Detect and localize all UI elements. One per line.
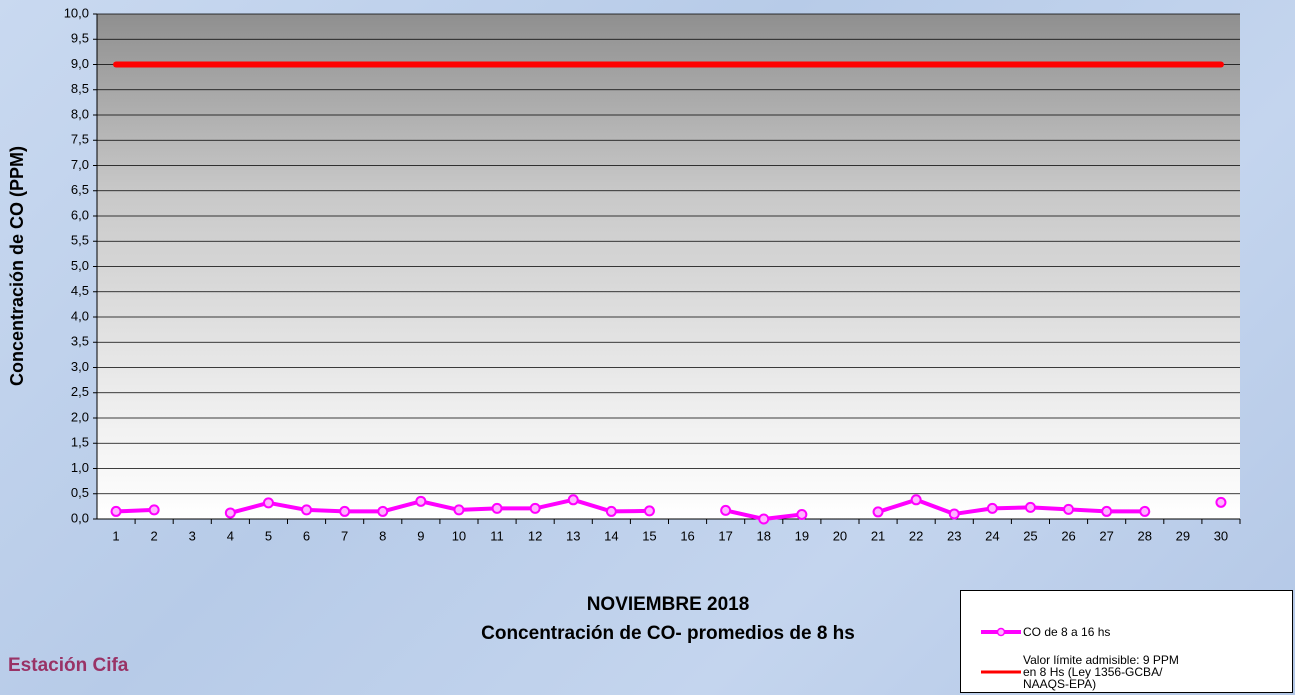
x-tick-label: 21 [871, 528, 885, 543]
y-axis-label: Concentración de CO (PPM) [7, 146, 27, 386]
x-tick-label: 28 [1138, 528, 1152, 543]
x-tick-label: 29 [1176, 528, 1190, 543]
data-point [567, 494, 579, 506]
x-tick-label: 11 [490, 528, 504, 543]
y-tick-label: 7,0 [71, 157, 89, 172]
y-tick-label: 9,5 [71, 31, 89, 46]
data-point [643, 505, 655, 517]
chart-subtitle: Concentración de CO- promedios de 8 hs [481, 623, 855, 644]
data-point [796, 508, 808, 520]
data-point [1139, 505, 1151, 517]
x-tick-label: 19 [795, 528, 809, 543]
data-point [1215, 496, 1227, 508]
data-point [986, 502, 998, 514]
y-tick-label: 3,0 [71, 359, 89, 374]
y-tick-label: 1,0 [71, 460, 89, 475]
x-tick-label: 17 [718, 528, 732, 543]
data-point [148, 504, 160, 516]
data-point [415, 495, 427, 507]
y-tick-label: 6,5 [71, 182, 89, 197]
data-point [872, 506, 884, 518]
legend-item: CO de 8 a 16 hs [961, 625, 1263, 639]
y-tick-label: 0,0 [71, 510, 89, 525]
x-tick-label: 4 [227, 528, 234, 543]
legend-swatch [981, 627, 1021, 637]
x-tick-label: 9 [417, 528, 424, 543]
x-tick-label: 20 [833, 528, 847, 543]
data-point [948, 508, 960, 520]
x-tick-label: 2 [151, 528, 158, 543]
legend: CO de 8 a 16 hs Valor límite admisible: 9… [960, 590, 1293, 693]
x-tick-label: 12 [528, 528, 542, 543]
x-tick-label: 13 [566, 528, 580, 543]
x-tick-label: 6 [303, 528, 310, 543]
x-tick-label: 22 [909, 528, 923, 543]
x-tick-label: 25 [1023, 528, 1037, 543]
y-tick-label: 4,5 [71, 283, 89, 298]
y-tick-label: 1,5 [71, 435, 89, 450]
x-tick-label: 7 [341, 528, 348, 543]
data-point [720, 504, 732, 516]
x-tick-label: 23 [947, 528, 961, 543]
x-tick-label: 24 [985, 528, 999, 543]
y-tick-label: 6,0 [71, 207, 89, 222]
data-point [377, 505, 389, 517]
legend-label: CO de 8 a 16 hs [1023, 625, 1111, 639]
y-tick-label: 10,0 [64, 5, 89, 20]
x-tick-label: 1 [112, 528, 119, 543]
data-point [1024, 501, 1036, 513]
x-tick-label: 26 [1061, 528, 1075, 543]
data-point [1063, 503, 1075, 515]
data-point [110, 505, 122, 517]
y-tick-label: 0,5 [71, 485, 89, 500]
y-tick-label: 2,0 [71, 409, 89, 424]
legend-label: Valor límite admisible: 9 PPM en 8 Hs (L… [1023, 653, 1179, 691]
data-point [605, 505, 617, 517]
y-tick-label: 3,5 [71, 334, 89, 349]
data-point [1101, 505, 1113, 517]
legend-item: Valor límite admisible: 9 PPM en 8 Hs (L… [961, 654, 1183, 690]
data-point [224, 507, 236, 519]
y-tick-label: 9,0 [71, 56, 89, 71]
x-tick-label: 10 [452, 528, 466, 543]
data-point [339, 505, 351, 517]
x-tick-label: 5 [265, 528, 272, 543]
y-tick-label: 8,5 [71, 81, 89, 96]
y-tick-label: 4,0 [71, 308, 89, 323]
x-tick-label: 8 [379, 528, 386, 543]
data-point [758, 513, 770, 525]
y-tick-label: 5,0 [71, 258, 89, 273]
x-tick-label: 16 [680, 528, 694, 543]
y-tick-label: 8,0 [71, 106, 89, 121]
x-tick-label: 18 [757, 528, 771, 543]
data-point [491, 502, 503, 514]
legend-marker [996, 627, 1006, 637]
y-tick-label: 5,5 [71, 233, 89, 248]
y-tick-label: 7,5 [71, 132, 89, 147]
x-tick-label: 15 [642, 528, 656, 543]
data-point [262, 497, 274, 509]
chart-title: NOVIEMBRE 2018 [587, 594, 750, 615]
data-point [529, 502, 541, 514]
y-tick-label: 2,5 [71, 384, 89, 399]
x-tick-label: 3 [189, 528, 196, 543]
data-point [910, 494, 922, 506]
x-tick-label: 30 [1214, 528, 1228, 543]
x-tick-label: 14 [604, 528, 618, 543]
x-tick-label: 27 [1099, 528, 1113, 543]
data-point [453, 504, 465, 516]
data-point [301, 504, 313, 516]
legend-swatch [981, 670, 1021, 674]
annotation: Estación Cifa [8, 655, 129, 676]
